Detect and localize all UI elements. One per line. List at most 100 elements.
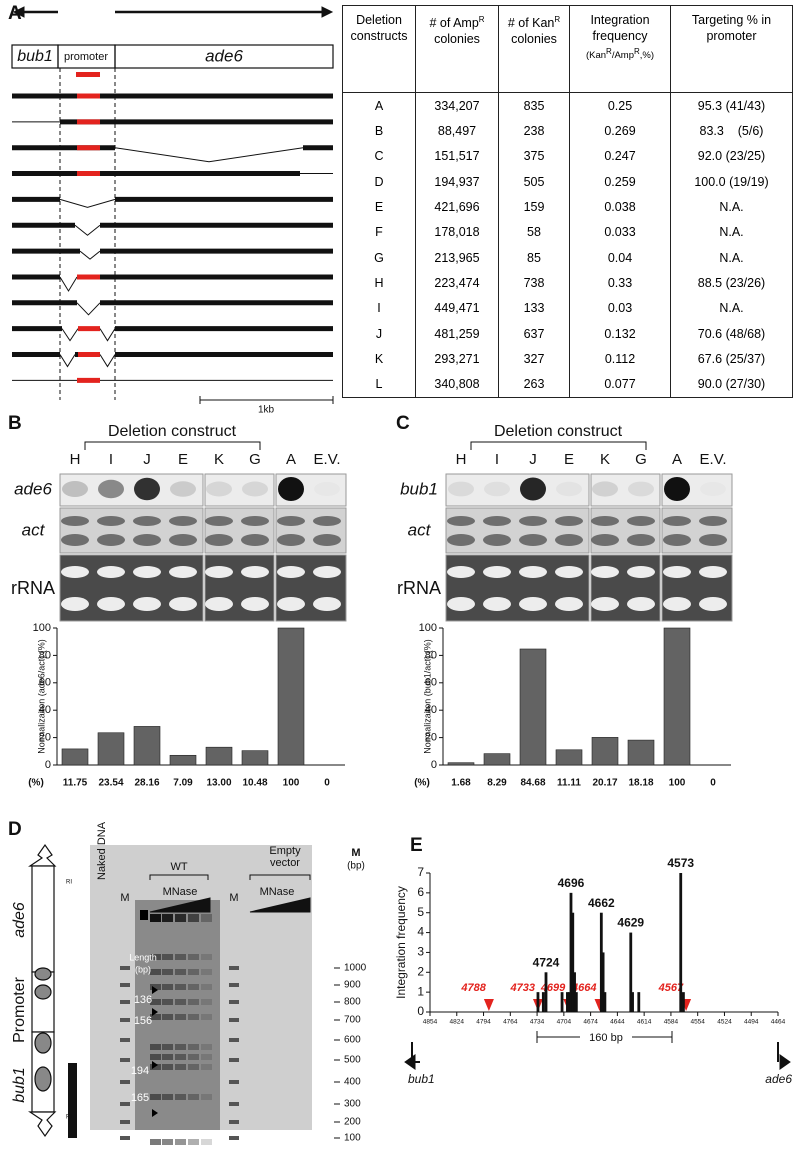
gel-band <box>663 516 691 526</box>
gel-band <box>175 1014 186 1020</box>
y-tick-label: 20 <box>425 732 437 744</box>
gel-band <box>150 914 161 922</box>
value-label: 8.29 <box>487 778 507 789</box>
ladder-title: (bp) <box>347 861 365 872</box>
gel-row <box>275 554 347 622</box>
gel-band <box>699 597 727 611</box>
bar <box>627 739 655 766</box>
site-label: 4699 <box>540 982 566 994</box>
gel-band <box>699 534 727 546</box>
gel-band <box>201 999 212 1005</box>
deletion <box>59 198 116 208</box>
gel-band <box>555 534 583 546</box>
table-cell: 738 <box>498 270 570 296</box>
gel-band <box>120 1102 130 1106</box>
bar <box>241 750 269 766</box>
gel-band <box>97 516 125 526</box>
y-tick-label: 100 <box>33 622 51 634</box>
gel-band <box>229 1136 239 1140</box>
table-cell: K <box>342 346 416 372</box>
gel-band <box>484 481 510 497</box>
gel-band <box>150 1044 161 1050</box>
y-tick-label: 0 <box>417 1004 424 1018</box>
site-label: RI <box>66 880 72 886</box>
x-tick-label: 4584 <box>664 1019 679 1026</box>
gel-band <box>162 914 173 922</box>
gel-band <box>150 969 161 975</box>
gel-band <box>277 566 305 578</box>
table-cell: 327 <box>498 346 570 372</box>
gel-band <box>201 954 212 960</box>
lane-brackets <box>149 874 311 913</box>
ladder-label: 400 <box>344 1077 361 1088</box>
header-cell: # of AmpR colonies <box>415 5 499 93</box>
value-label: 100 <box>669 778 686 789</box>
table-row: A 334,207 835 0.25 95.3 (41/43) <box>342 92 793 119</box>
gel-band <box>664 477 690 501</box>
bar <box>169 754 197 766</box>
lane-label: A <box>286 451 296 468</box>
gel-band <box>201 1054 212 1060</box>
bar <box>519 648 547 766</box>
gel-row <box>661 507 733 554</box>
lane-label: G <box>635 451 647 468</box>
gel-band <box>175 1054 186 1060</box>
gel-band <box>663 566 691 578</box>
group-label: Deletion construct <box>108 423 237 440</box>
gel-band <box>169 566 197 578</box>
gel-band <box>229 966 239 970</box>
bar-label: 4696 <box>558 876 585 890</box>
value-label: 23.54 <box>98 778 123 789</box>
panel-label: D <box>8 819 22 840</box>
table-cell: 83.3 (5/6) <box>670 118 793 144</box>
header-text: Integration frequency <box>590 13 650 43</box>
bar <box>555 749 583 766</box>
bar-label: 4724 <box>533 955 560 969</box>
table-cell: 159 <box>498 194 570 220</box>
gel-band <box>592 481 618 497</box>
gel-band <box>229 1102 239 1106</box>
table-row: L 340,808 263 0.077 90.0 (27/30) <box>342 371 793 398</box>
table-cell: H <box>342 270 416 296</box>
header-text: Deletion constructs <box>350 13 408 43</box>
y-tick-label: 40 <box>425 704 437 716</box>
lane-label: MNase <box>260 886 295 898</box>
table-cell: 67.6 (25/37) <box>670 346 793 372</box>
gene-label: ade6 <box>205 46 243 65</box>
bar <box>544 972 548 1012</box>
ladder-label: 600 <box>344 1035 361 1046</box>
table-cell: 0.03 <box>569 295 671 321</box>
length-label: (bp) <box>135 964 151 974</box>
gene-label: bub1 <box>408 1072 435 1086</box>
lane-label: MNase <box>163 886 198 898</box>
x-tick-label: 4644 <box>610 1019 625 1026</box>
lane-label: E.V. <box>700 451 727 468</box>
x-tick-label: 4854 <box>423 1019 438 1026</box>
lane-label: K <box>214 451 224 468</box>
table-row: H 223,474 738 0.33 88.5 (23/26) <box>342 270 793 296</box>
gene-label: Promoter <box>11 976 28 1042</box>
gel-band <box>205 566 233 578</box>
bar <box>637 992 641 1012</box>
table-cell: N.A. <box>670 295 793 321</box>
panel-label: E <box>410 835 423 856</box>
table-cell: 340,808 <box>415 371 499 398</box>
header-sup: R <box>634 47 640 56</box>
scale-label: 1kb <box>258 405 275 416</box>
gel-band <box>448 481 474 497</box>
gel-row <box>590 507 661 554</box>
gel-band <box>162 969 173 975</box>
gel-band <box>447 566 475 578</box>
gel-band <box>134 477 160 501</box>
gel-band <box>133 597 161 611</box>
gel-band <box>150 954 161 960</box>
panel-label: A <box>8 3 22 24</box>
bar <box>536 992 540 1012</box>
table-row: E 421,696 159 0.038 N.A. <box>342 194 793 220</box>
gel-band <box>97 597 125 611</box>
length-label: 156 <box>134 1015 152 1027</box>
table-cell: L <box>342 371 416 398</box>
row-label: bub1 <box>400 479 438 498</box>
gel-band <box>162 1054 173 1060</box>
